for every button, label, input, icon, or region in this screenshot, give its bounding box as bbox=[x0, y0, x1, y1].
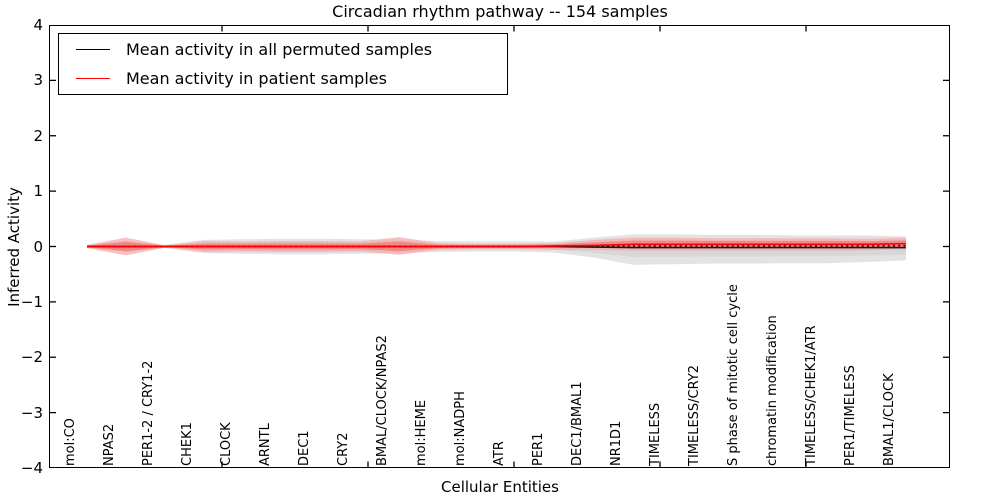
x-tick-label: CRY2 bbox=[336, 432, 351, 467]
x-tick-label: mol:CO bbox=[63, 418, 78, 466]
y-tick-label: −2 bbox=[20, 348, 43, 367]
x-tick-label: ATR bbox=[492, 441, 507, 466]
x-tick-label: TIMELESS/CHEK1/ATR bbox=[804, 325, 819, 466]
x-tick-label: PER1 bbox=[531, 432, 546, 466]
x-tick-label: PER1-2 / CRY1-2 bbox=[141, 360, 156, 466]
x-tick-label: DEC1/BMAL1 bbox=[570, 381, 585, 467]
y-tick-label: 0 bbox=[33, 237, 43, 256]
legend: Mean activity in all permuted samples Me… bbox=[58, 33, 508, 95]
legend-label-permuted: Mean activity in all permuted samples bbox=[126, 40, 433, 60]
x-tick-label: NR1D1 bbox=[609, 420, 624, 466]
x-tick-label: DEC1 bbox=[297, 430, 312, 466]
legend-label-patient: Mean activity in patient samples bbox=[126, 68, 387, 88]
legend-item-patient: Mean activity in patient samples bbox=[59, 65, 507, 91]
x-tick-label: mol:NADPH bbox=[453, 391, 468, 466]
y-tick-label: −3 bbox=[20, 403, 43, 422]
y-tick-label: 2 bbox=[33, 126, 43, 145]
y-tick-label: 4 bbox=[33, 16, 43, 34]
x-tick-label: BMAL1/CLOCK bbox=[882, 373, 897, 466]
patient-line-swatch bbox=[76, 77, 110, 79]
x-tick-label: TIMELESS bbox=[648, 402, 663, 466]
x-tick-label: ARNTL bbox=[258, 423, 273, 466]
y-tick-label: −1 bbox=[20, 292, 43, 311]
y-tick-label: 3 bbox=[33, 71, 43, 90]
x-tick-label: chromatin modification bbox=[765, 315, 780, 466]
patient-mean-line bbox=[87, 242, 907, 248]
chart-title: Circadian rhythm pathway -- 154 samples bbox=[332, 2, 668, 21]
plot-area bbox=[50, 25, 949, 468]
x-tick-label: mol:HEME bbox=[414, 399, 429, 466]
x-tick-label: CHEK1 bbox=[180, 422, 195, 466]
x-tick-label: S phase of mitotic cell cycle bbox=[726, 284, 741, 466]
x-tick-label: TIMELESS/CRY2 bbox=[687, 364, 702, 466]
y-tick-label: −4 bbox=[20, 459, 43, 477]
x-tick-label: BMAL/CLOCK/NPAS2 bbox=[375, 335, 390, 466]
x-tick-label: CLOCK bbox=[219, 422, 234, 466]
legend-item-permuted: Mean activity in all permuted samples bbox=[59, 37, 507, 63]
permuted-line-swatch bbox=[76, 49, 110, 51]
x-tick-label: NPAS2 bbox=[102, 423, 117, 466]
x-axis-title: Cellular Entities bbox=[441, 478, 559, 496]
x-tick-label: PER1/TIMELESS bbox=[843, 365, 858, 466]
y-tick-label: 1 bbox=[33, 182, 43, 201]
